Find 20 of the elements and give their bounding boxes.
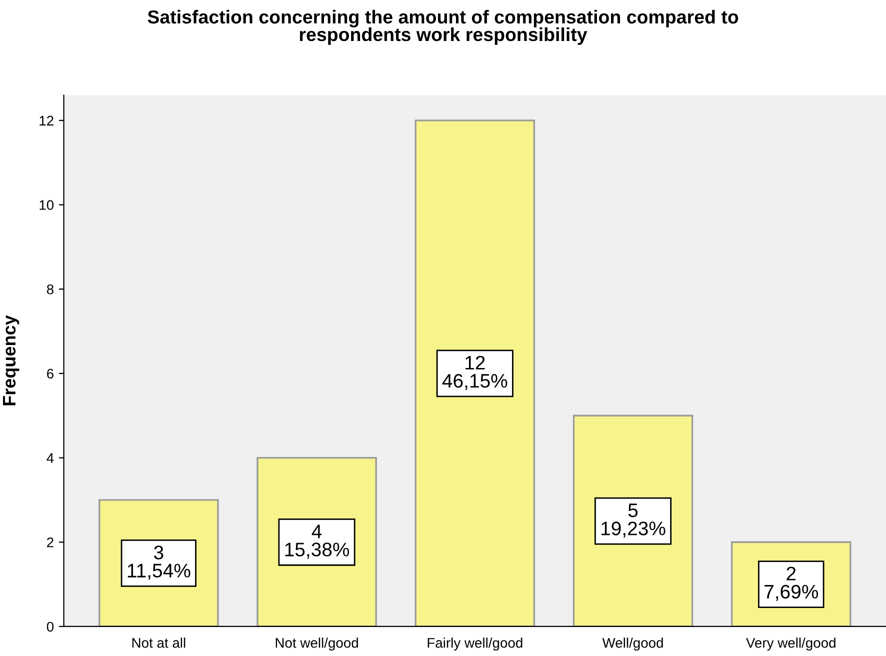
y-tick-label: 6 bbox=[47, 368, 54, 379]
x-tick-label: Well/good bbox=[602, 638, 663, 651]
data-label: 4 15,38% bbox=[285, 524, 350, 559]
data-label: 5 19,23% bbox=[602, 504, 666, 538]
y-tick-label: 10 bbox=[40, 200, 54, 210]
y-tick-label: 2 bbox=[47, 537, 54, 548]
y-axis-title: Frequency bbox=[3, 315, 20, 406]
y-tick-label: 8 bbox=[46, 284, 54, 294]
x-tick-label: Not at all bbox=[132, 638, 186, 648]
data-label: 2 7,69% bbox=[764, 566, 818, 601]
y-tick-label: 4 bbox=[46, 453, 54, 463]
data-label: 12 46,15% bbox=[442, 356, 508, 390]
y-tick-label: 12 bbox=[40, 116, 54, 126]
chart-title: Satisfaction concerning the amount of compensation compared to respondents work responsibility bbox=[148, 10, 738, 45]
x-tick-label: Not well/good bbox=[276, 638, 358, 651]
x-tick-label: Fairly well/good bbox=[428, 638, 522, 651]
bar bbox=[414, 120, 536, 626]
data-label: 3 11,54% bbox=[128, 546, 190, 580]
x-tick-label: Very well/good bbox=[746, 638, 836, 651]
y-tick-label: 0 bbox=[46, 622, 54, 632]
